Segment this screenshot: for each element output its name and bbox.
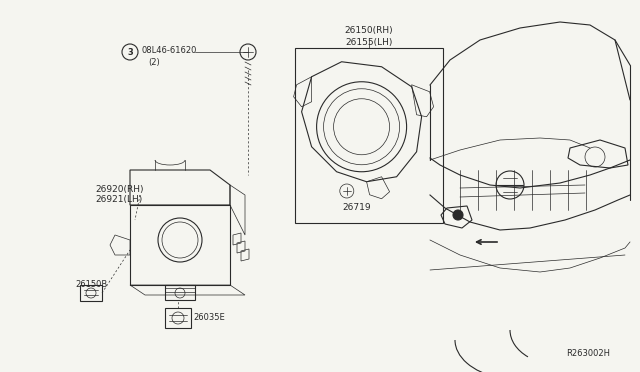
Text: 26150(RH): 26150(RH)	[345, 26, 394, 35]
Text: 26920(RH)
26921(LH): 26920(RH) 26921(LH)	[95, 185, 143, 204]
Text: 26155(LH): 26155(LH)	[346, 38, 393, 47]
Text: 3: 3	[127, 48, 133, 57]
Bar	[295, 48, 443, 223]
Text: 26719: 26719	[343, 203, 371, 212]
Text: 08L46-61620: 08L46-61620	[141, 46, 196, 55]
Circle shape	[453, 210, 463, 220]
Text: 26150B: 26150B	[75, 280, 108, 289]
Text: R263002H: R263002H	[566, 349, 610, 358]
Text: 26035E: 26035E	[193, 313, 225, 322]
Text: (2): (2)	[148, 58, 160, 67]
